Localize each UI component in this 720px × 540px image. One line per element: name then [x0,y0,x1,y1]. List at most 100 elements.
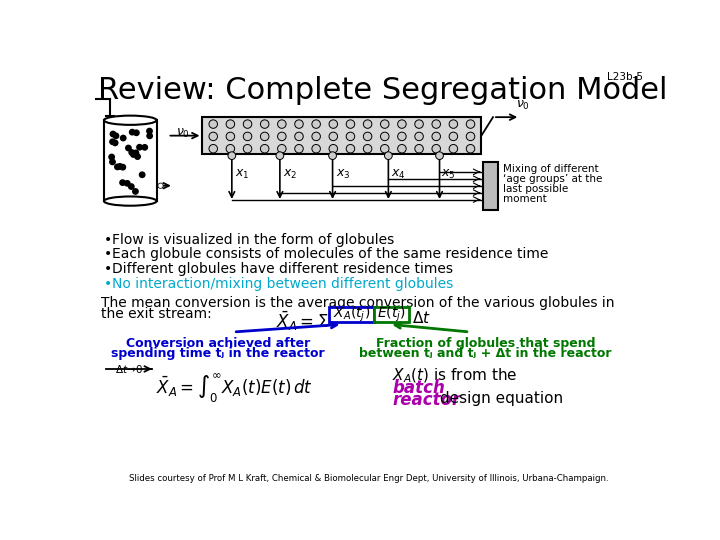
Circle shape [142,145,148,150]
Circle shape [384,152,392,159]
Circle shape [449,132,458,140]
Circle shape [294,145,303,153]
Circle shape [120,180,125,185]
Circle shape [312,145,320,153]
Circle shape [135,154,140,159]
Text: batch: batch [392,379,445,397]
Circle shape [261,120,269,129]
Circle shape [147,133,153,139]
Circle shape [364,120,372,129]
Text: •: • [104,247,112,261]
Circle shape [209,145,217,153]
Circle shape [467,132,474,140]
Circle shape [278,132,286,140]
Text: moment: moment [503,194,546,204]
Circle shape [312,120,320,129]
Text: $x_2$: $x_2$ [283,168,297,181]
Circle shape [294,120,303,129]
Text: Different globules have different residence times: Different globules have different reside… [112,262,453,276]
Circle shape [132,189,138,194]
Circle shape [130,130,135,135]
Circle shape [432,120,441,129]
Circle shape [380,145,389,153]
Circle shape [117,164,122,169]
Circle shape [364,145,372,153]
Text: Conversion achieved after: Conversion achieved after [126,338,310,350]
Circle shape [380,120,389,129]
Text: •: • [104,233,112,247]
Circle shape [109,159,115,165]
Text: $X_A(t_j)$: $X_A(t_j)$ [333,305,370,324]
Circle shape [364,132,372,140]
Text: •: • [104,276,112,291]
Ellipse shape [104,116,157,125]
Circle shape [329,132,338,140]
Circle shape [159,184,162,187]
Text: last possible: last possible [503,184,568,194]
Circle shape [114,164,120,170]
Text: $x_1$: $x_1$ [235,168,249,181]
Circle shape [120,165,125,170]
Circle shape [449,120,458,129]
Circle shape [329,152,336,159]
Circle shape [346,145,355,153]
Circle shape [397,145,406,153]
Text: $\nu_0$: $\nu_0$ [176,127,190,140]
Text: Each globule consists of molecules of the same residence time: Each globule consists of molecules of th… [112,247,548,261]
Text: $x_3$: $x_3$ [336,168,350,181]
Circle shape [209,132,217,140]
Circle shape [329,145,338,153]
Circle shape [140,172,145,178]
Circle shape [294,132,303,140]
Text: $\nu_0$: $\nu_0$ [516,99,530,112]
Circle shape [158,184,163,188]
Circle shape [109,154,114,160]
Circle shape [243,145,252,153]
Circle shape [449,145,458,153]
Circle shape [329,120,338,129]
Text: $X_A(t)$ is from the: $X_A(t)$ is from the [392,367,518,385]
Bar [483,162,498,210]
Text: spending time tⱼ in the reactor: spending time tⱼ in the reactor [111,347,325,360]
Circle shape [226,145,235,153]
Circle shape [312,132,320,140]
Text: $\Delta t\!\rightarrow\!0$: $\Delta t\!\rightarrow\!0$ [114,363,143,375]
Circle shape [134,130,139,136]
Text: $\bar{X}_A = \int_0^{\infty} X_A(t)E(t)\,dt$: $\bar{X}_A = \int_0^{\infty} X_A(t)E(t)\… [156,372,312,404]
Circle shape [346,132,355,140]
Circle shape [110,131,116,137]
Text: $x_5$: $x_5$ [441,168,456,181]
Circle shape [131,152,136,157]
Circle shape [432,132,441,140]
Circle shape [129,150,135,155]
Circle shape [113,133,119,139]
Circle shape [278,120,286,129]
Circle shape [467,120,474,129]
Circle shape [415,145,423,153]
Text: L23b-5: L23b-5 [606,72,642,83]
Circle shape [129,184,134,189]
Circle shape [228,152,235,159]
Circle shape [137,145,143,150]
Circle shape [226,120,235,129]
Circle shape [126,145,131,151]
Circle shape [432,145,441,153]
Text: ‘age groups’ at the: ‘age groups’ at the [503,174,603,184]
Circle shape [467,145,474,153]
Text: Fraction of globules that spend: Fraction of globules that spend [376,338,595,350]
Text: $\Delta t$: $\Delta t$ [412,309,431,326]
Bar [329,307,374,322]
Circle shape [209,120,217,129]
Circle shape [397,120,406,129]
Text: No interaction/mixing between different globules: No interaction/mixing between different … [112,276,453,291]
Circle shape [147,129,152,134]
Text: $E(t_j)$: $E(t_j)$ [377,305,406,324]
Text: Slides courtesy of Prof M L Kraft, Chemical & Biomolecular Engr Dept, University: Slides courtesy of Prof M L Kraft, Chemi… [129,475,609,483]
Bar [104,120,157,201]
Circle shape [226,132,235,140]
Circle shape [243,132,252,140]
Circle shape [278,145,286,153]
Circle shape [112,140,118,146]
Circle shape [120,136,126,141]
Text: Review: Complete Segregation Model: Review: Complete Segregation Model [98,76,667,105]
